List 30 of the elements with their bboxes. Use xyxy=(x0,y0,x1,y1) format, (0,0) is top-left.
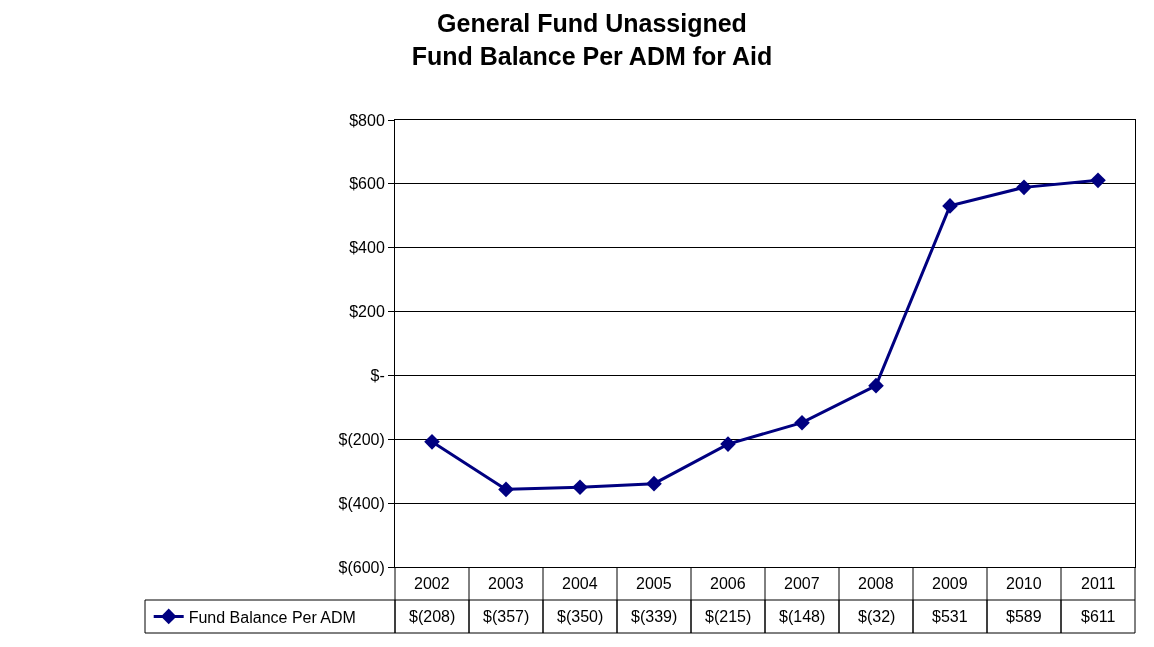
data-label: $(215) xyxy=(705,608,752,625)
x-tick-label: 2009 xyxy=(932,575,968,592)
y-tick-label: $800 xyxy=(349,111,385,129)
data-label: $(32) xyxy=(858,608,896,625)
x-tick-label: 2002 xyxy=(414,575,450,592)
data-label: $(208) xyxy=(409,608,456,625)
y-tick-label: $(600) xyxy=(338,558,385,576)
x-tick-label: 2008 xyxy=(858,575,894,592)
x-tick-label: 2005 xyxy=(636,575,672,592)
x-tick-label: 2010 xyxy=(1006,575,1042,592)
y-tick-label: $(200) xyxy=(338,430,385,448)
data-label: $589 xyxy=(1006,608,1042,625)
data-label: $531 xyxy=(932,608,968,625)
y-tick-label: $- xyxy=(370,367,385,385)
chart-title: General Fund Unassigned Fund Balance Per ADM for Aid xyxy=(411,9,773,70)
data-label: $(339) xyxy=(631,608,678,625)
x-tick-label: 2011 xyxy=(1081,575,1116,592)
x-tick-label: 2007 xyxy=(784,575,820,592)
data-label: $(357) xyxy=(483,608,530,625)
legend-label: Fund Balance Per ADM xyxy=(188,608,356,626)
x-tick-label: 2003 xyxy=(488,575,524,592)
y-tick-label: $200 xyxy=(349,303,385,321)
y-tick-label: $600 xyxy=(349,175,385,193)
data-label: $(148) xyxy=(779,608,826,625)
data-label: $611 xyxy=(1081,608,1116,625)
x-tick-label: 2006 xyxy=(710,575,746,592)
x-tick-label: 2004 xyxy=(562,575,598,592)
y-tick-label: $400 xyxy=(349,239,385,257)
y-tick-label: $(400) xyxy=(338,494,385,512)
data-label: $(350) xyxy=(557,608,604,625)
